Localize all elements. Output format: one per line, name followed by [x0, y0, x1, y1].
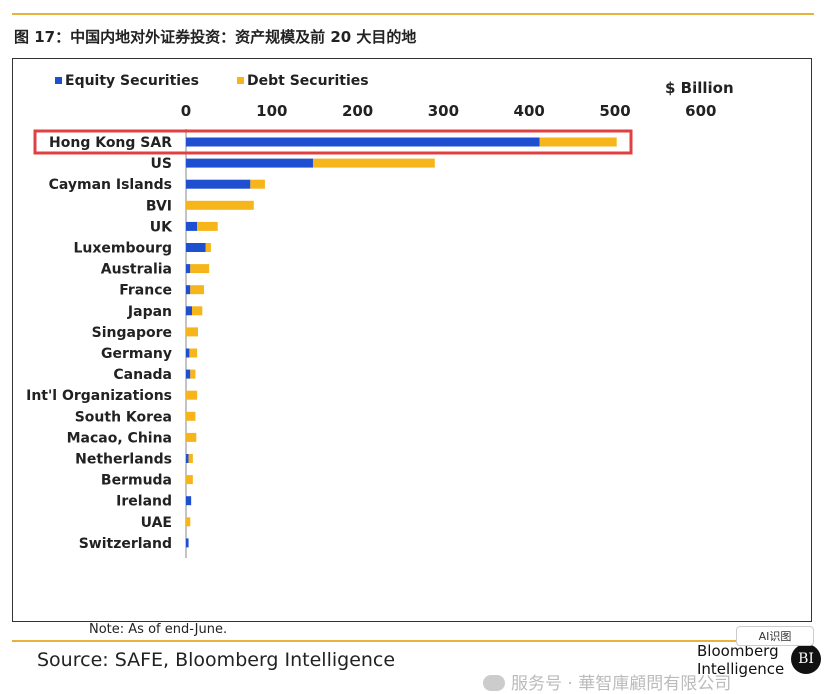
category-label: UAE — [141, 515, 172, 531]
bar-equity-securities — [186, 158, 313, 168]
category-label: Canada — [113, 367, 172, 383]
bar-debt-securities — [186, 432, 197, 442]
bar-debt-securities — [186, 200, 254, 210]
bar-equity-securities — [186, 264, 191, 274]
watermark: 服务号 · 華智庫顧問有限公司 — [483, 669, 731, 694]
category-label: Switzerland — [79, 536, 172, 552]
chart-frame: Equity Securities Debt Securities $ Billio… — [12, 58, 821, 694]
category-label: Hong Kong SAR — [49, 135, 172, 151]
category-label: Japan — [127, 304, 172, 320]
bottom-rule — [12, 640, 814, 642]
source: Source: SAFE, Bloomberg Intelligence — [37, 649, 396, 671]
bar-debt-securities — [190, 285, 205, 295]
bar-debt-securities — [190, 369, 196, 379]
category-label: Luxembourg — [73, 241, 172, 257]
tick-label: 500 — [599, 102, 630, 120]
tick-label: 0 — [181, 102, 191, 120]
figure-title: 图 17：中国内地对外证券投资：资产规模及前 20 大目的地 — [14, 28, 417, 46]
category-label: BVI — [146, 198, 172, 214]
bar-debt-securities — [188, 454, 193, 463]
bar-debt-securities — [186, 475, 193, 485]
bar-equity-securities — [186, 496, 192, 506]
category-label: US — [151, 156, 172, 172]
bar-equity-securities — [186, 179, 251, 189]
tick-label: 600 — [685, 102, 716, 120]
ai-recognize-button[interactable]: AI识图 — [736, 626, 814, 646]
category-label: Australia — [101, 262, 172, 278]
category-label: France — [119, 283, 172, 299]
legend-swatch — [237, 77, 244, 84]
bar-equity-securities — [186, 221, 198, 231]
bar-debt-securities — [539, 137, 617, 147]
tick-label: 300 — [428, 102, 459, 120]
category-label: Germany — [101, 346, 172, 362]
bar-debt-securities — [186, 517, 191, 527]
bar-debt-securities — [312, 158, 435, 168]
bar-equity-securities — [186, 306, 193, 316]
bar-equity-securities — [186, 285, 191, 295]
bar-debt-securities — [250, 179, 265, 189]
legend-swatch — [55, 77, 62, 84]
bar-debt-securities — [190, 264, 210, 274]
legend-label: Equity Securities — [65, 73, 199, 89]
bar-equity-securities — [186, 369, 191, 379]
unit-label: $ Billion — [665, 79, 734, 97]
tick-label: 200 — [342, 102, 373, 120]
bar-equity-securities — [186, 243, 206, 252]
bar-equity-securities — [186, 348, 190, 358]
legend-label: Debt Securities — [247, 73, 369, 89]
bar-debt-securities — [205, 243, 211, 252]
chart: Equity Securities Debt Securities $ Billio… — [26, 73, 734, 558]
bar-debt-securities — [192, 306, 203, 316]
category-label: Cayman Islands — [49, 177, 172, 193]
bar-equity-securities — [186, 454, 189, 463]
tick-label: 400 — [514, 102, 545, 120]
category-label: Singapore — [92, 325, 172, 341]
category-label: Int'l Organizations — [26, 388, 172, 404]
bar-debt-securities — [186, 327, 199, 337]
bar-equity-securities — [186, 538, 189, 548]
category-label: Macao, China — [67, 430, 172, 446]
category-label: UK — [150, 219, 173, 235]
bar-debt-securities — [186, 390, 198, 400]
bar-debt-securities — [186, 411, 196, 421]
bar-debt-securities — [189, 348, 198, 358]
bar-debt-securities — [197, 221, 218, 231]
bi-badge-icon: BI — [791, 644, 821, 674]
watermark-text: 服务号 · 華智庫顧問有限公司 — [511, 674, 732, 694]
bar-equity-securities — [186, 137, 540, 147]
wechat-icon — [483, 675, 505, 691]
category-label: Bermuda — [101, 473, 172, 489]
tick-label: 100 — [256, 102, 287, 120]
category-label: Netherlands — [75, 452, 172, 468]
category-label: South Korea — [75, 409, 172, 425]
note: Note: As of end-June. — [89, 622, 228, 637]
highlight-box — [33, 129, 633, 155]
category-label: Ireland — [116, 494, 172, 510]
top-rule — [12, 13, 814, 15]
